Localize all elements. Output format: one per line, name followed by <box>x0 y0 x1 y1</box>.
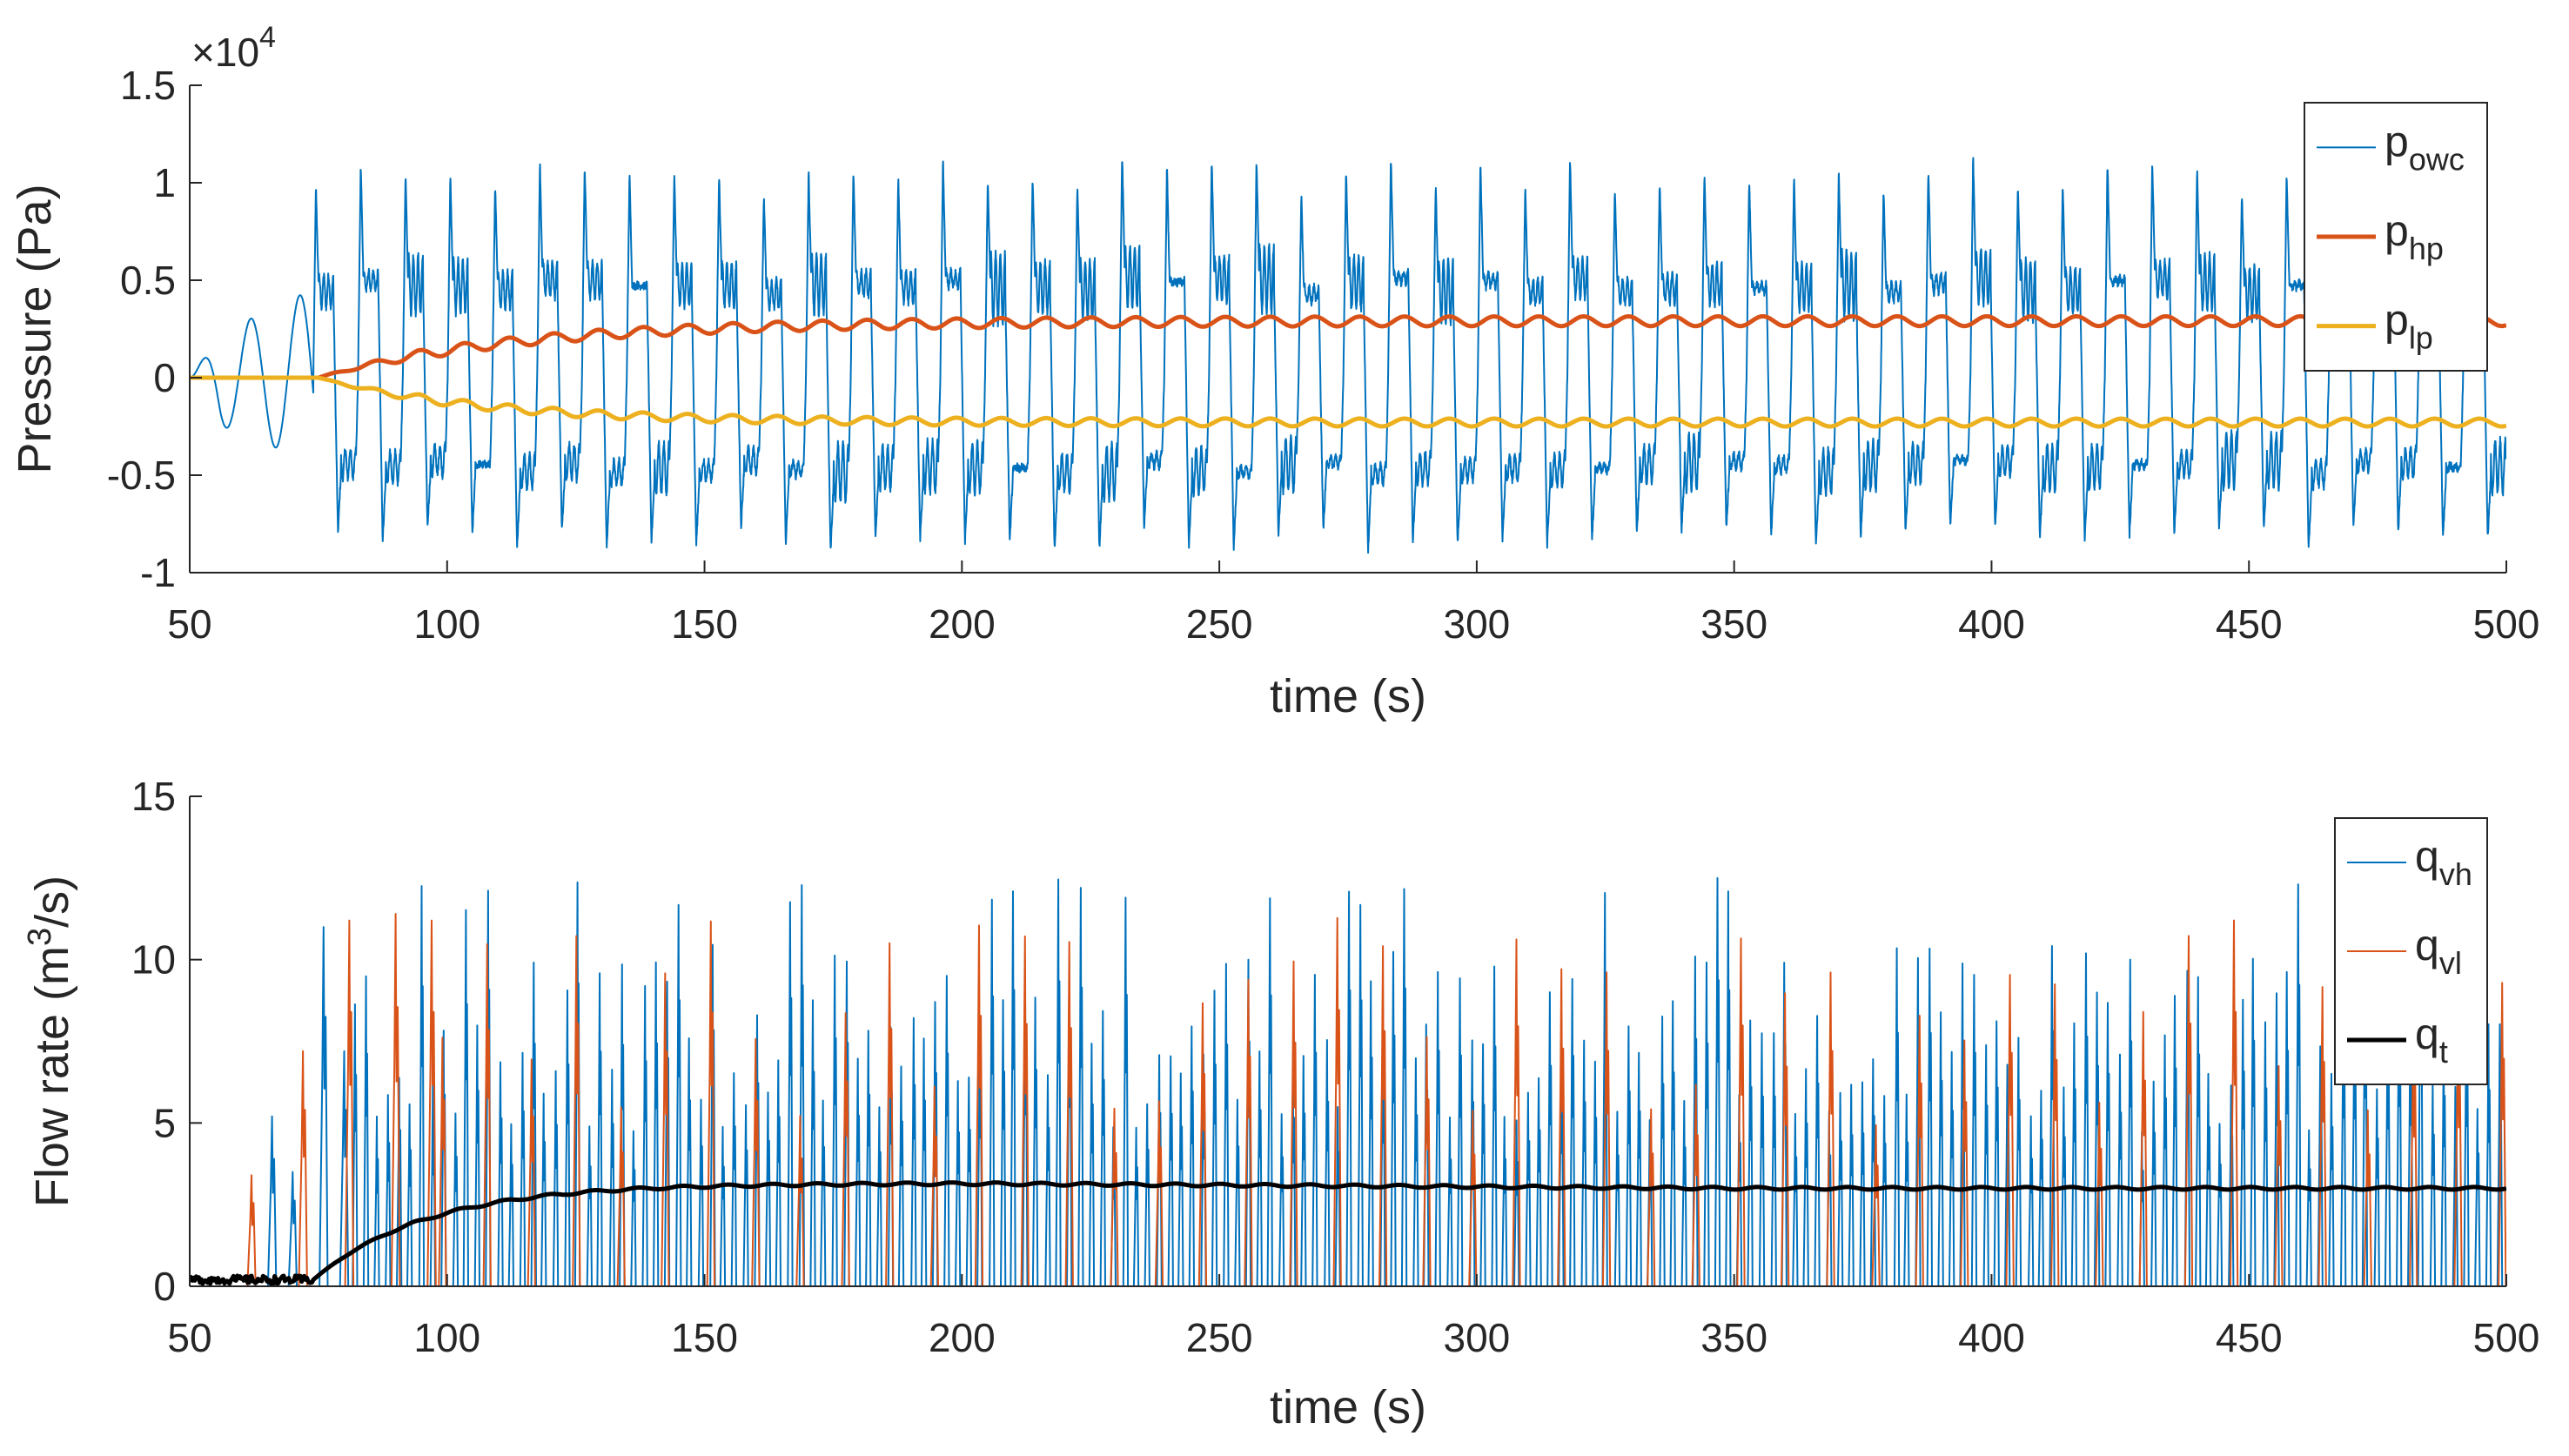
x-tick-label: 300 <box>1444 1315 1511 1360</box>
x-tick-label: 350 <box>1700 1315 1767 1360</box>
series-line-q-vl <box>190 913 2506 1286</box>
legend-label-q-vl: qvl <box>2415 921 2462 981</box>
legend-label-p-hp: php <box>2385 206 2444 266</box>
y-tick-label: 1.5 <box>120 63 176 108</box>
x-tick-label: 450 <box>2216 601 2283 647</box>
x-tick-label: 350 <box>1700 601 1767 647</box>
x-tick-label: 200 <box>929 601 996 647</box>
x-tick-label: 50 <box>167 1315 211 1360</box>
y-tick-label: 1 <box>153 160 176 205</box>
y-tick-label: 0.5 <box>120 258 176 303</box>
x-tick-label: 500 <box>2473 1315 2540 1360</box>
flow-chart: 50 100 150 200 250 300 350 400 450 500 0 5 10 15 time … <box>22 774 2539 1433</box>
y-tick-label: 0 <box>153 355 176 400</box>
x-tick-label: 50 <box>167 601 211 647</box>
series-line-p-lp <box>190 375 2506 429</box>
x-tick-label: 250 <box>1186 601 1253 647</box>
legend-label-q-vh: qvh <box>2415 832 2472 892</box>
x-tick-label: 200 <box>929 1315 996 1360</box>
x-tick-label: 100 <box>413 1315 480 1360</box>
series-line-p-owc <box>190 157 2506 554</box>
y-tick-label: -0.5 <box>107 453 176 498</box>
y-tick-label: 5 <box>153 1100 176 1145</box>
y-axis-label: Pressure (Pa) <box>9 184 61 473</box>
legend: qvh qvl qt <box>2334 817 2488 1085</box>
x-tick-label: 250 <box>1186 1315 1253 1360</box>
series-line-q-vh <box>190 876 2506 1286</box>
x-tick-label: 150 <box>671 601 738 647</box>
x-axis-label: time (s) <box>1270 1381 1426 1433</box>
legend-label-p-lp: plp <box>2385 296 2433 356</box>
pressure-chart: 50 100 150 200 250 300 350 400 450 500 -1 -0.5 0 0.5 1… <box>9 21 2539 722</box>
legend-label-q-t: qt <box>2415 1010 2448 1070</box>
y-tick-label: 0 <box>153 1264 176 1309</box>
x-tick-label: 100 <box>413 601 480 647</box>
series-line-p-hp <box>190 313 2506 380</box>
y-tick-label: 15 <box>131 774 176 819</box>
x-axis-label: time (s) <box>1270 670 1426 722</box>
x-tick-label: 400 <box>1958 1315 2025 1360</box>
y-tick-label: 10 <box>131 937 176 983</box>
y-tick-label: -1 <box>140 550 176 595</box>
series-line-q-t <box>190 1180 2506 1286</box>
x-tick-label: 500 <box>2473 601 2540 647</box>
legend: powc php plp <box>2304 102 2488 372</box>
x-tick-label: 300 <box>1444 601 1511 647</box>
x-tick-label: 150 <box>671 1315 738 1360</box>
x-tick-label: 400 <box>1958 601 2025 647</box>
legend-label-p-owc: powc <box>2385 117 2465 177</box>
x-tick-label: 450 <box>2216 1315 2283 1360</box>
y-axis-label: Flow rate (m3/s) <box>22 876 78 1207</box>
y-exponent-label: ×104 <box>191 21 276 75</box>
